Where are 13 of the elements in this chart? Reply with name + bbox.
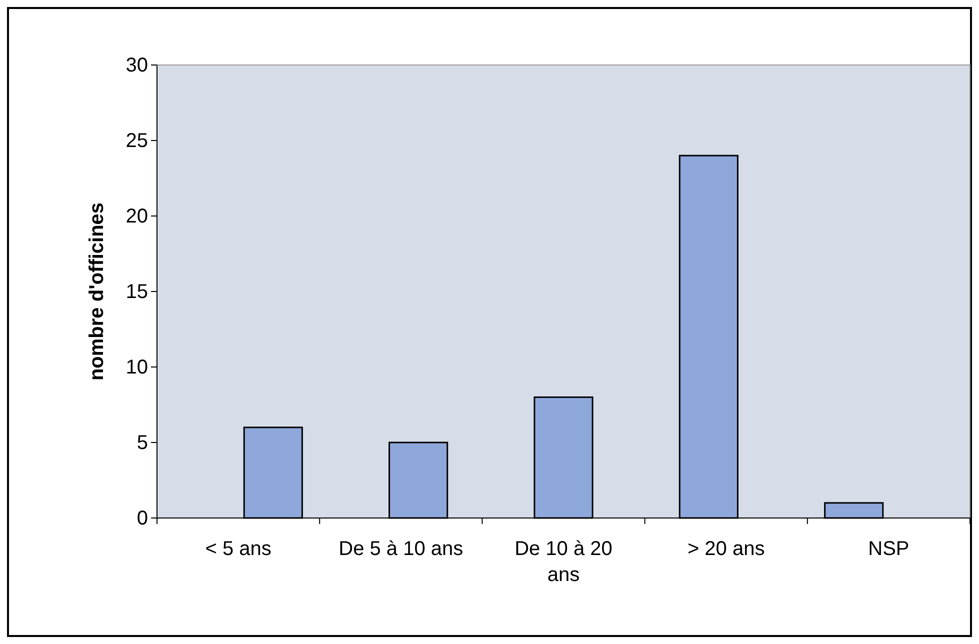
x-tick-label: < 5 ans <box>205 538 272 560</box>
y-tick-label: 15 <box>126 280 148 303</box>
y-tick-label: 20 <box>126 205 148 228</box>
x-tick-label: NSP <box>868 538 910 560</box>
x-tick-label: > 20 ans <box>687 538 765 560</box>
x-tick-label: De 5 à 10 ans <box>338 538 464 560</box>
y-tick-label: 0 <box>136 507 148 530</box>
y-tick-label: 30 <box>126 54 148 76</box>
x-tick-label: De 10 à 20 ans <box>514 538 612 586</box>
y-tick-label: 25 <box>126 130 148 152</box>
y-axis-title: nombre d'officines <box>86 202 108 381</box>
y-tick-label: 5 <box>136 432 148 454</box>
y-tick-label: 10 <box>126 356 148 378</box>
